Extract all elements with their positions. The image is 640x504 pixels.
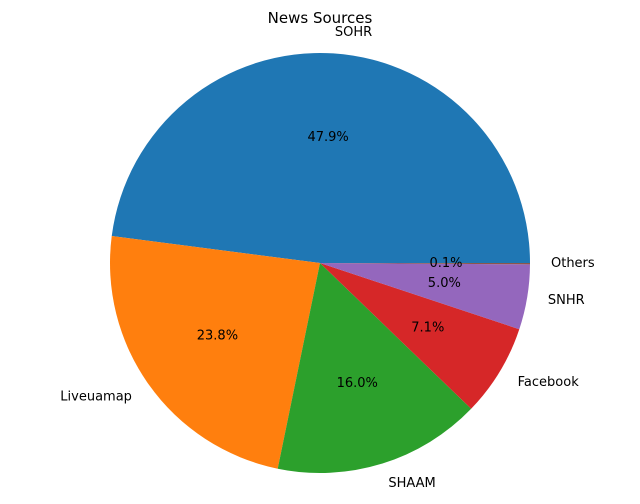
slice-sohr [111,52,531,263]
slice-others [320,263,530,265]
slice-label-snhr: SNHR [548,293,585,308]
slice-facebook [320,263,520,409]
slice-shaam [277,263,472,474]
slice-label-sohr: SOHR [335,25,372,40]
slice-label-liveuamap: Liveuamap [60,390,132,405]
slice-pct-facebook: 7.1% [411,321,444,336]
pie-labels: SOHR 47.9% Liveuamap 23.8% SHAAM 16.0% Faceboo… [60,25,595,491]
slice-pct-others: 0.1% [429,256,462,271]
slice-pct-shaam: 16.0% [337,376,378,391]
slice-label-shaam: SHAAM [388,476,435,491]
pie-slices [110,52,531,474]
slice-pct-snhr: 5.0% [428,276,461,291]
slice-snhr [320,263,530,330]
slice-pct-liveuamap: 23.8% [197,329,238,344]
slice-pct-sohr: 47.9% [307,130,348,145]
slice-label-others: Others [551,256,595,271]
chart-title: News Sources [268,9,373,27]
slice-liveuamap [110,235,320,469]
slice-label-facebook: Facebook [518,375,580,390]
